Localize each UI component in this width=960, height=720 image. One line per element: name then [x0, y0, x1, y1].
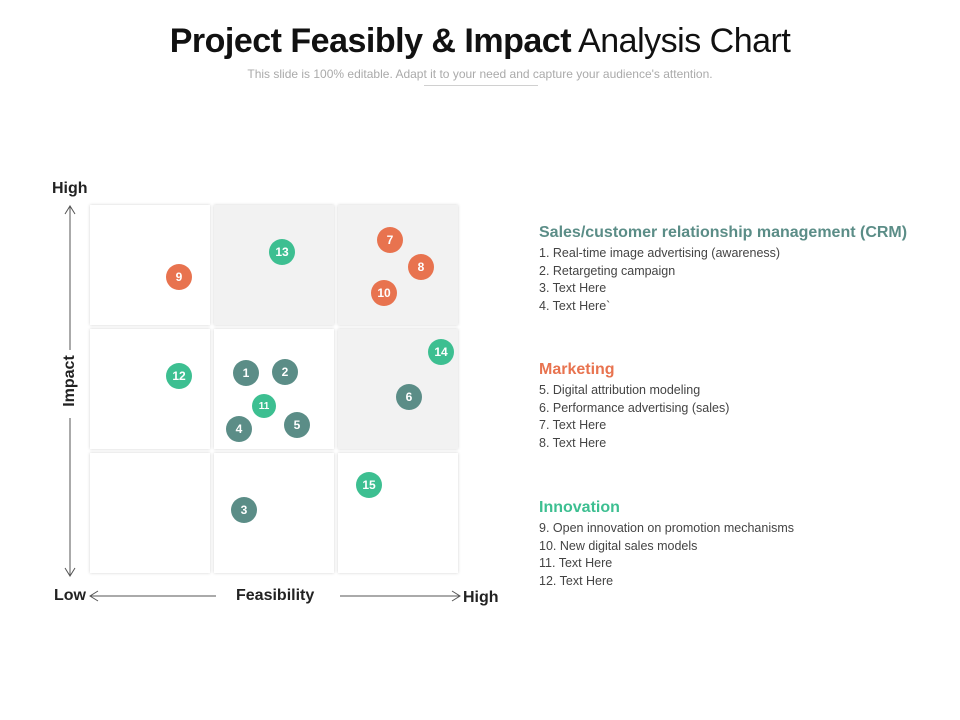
grid-cell-high-low	[338, 453, 458, 573]
legend-item: 12. Text Here	[539, 573, 614, 588]
legend-item: 3. Text Here	[539, 281, 607, 295]
marker-8: 8	[408, 254, 434, 280]
marker-12: 12	[166, 363, 192, 389]
legend-item: 8. Text Here	[539, 435, 607, 450]
legend-innovation: Innovation 9. Open innovation on promoti…	[539, 499, 939, 590]
legend-marketing: Marketing 5. Digital attribution modelin…	[539, 361, 939, 452]
marker-15: 15	[356, 472, 382, 498]
legend-item: 10. New digital sales models	[539, 538, 698, 553]
marker-3: 3	[231, 497, 257, 523]
x-axis-arrowhead-left	[89, 590, 99, 602]
legend-marketing-title: Marketing	[539, 361, 615, 378]
x-axis-low-label: Low	[54, 587, 86, 604]
legend-item: 1. Real-time image advertising (awarenes…	[539, 246, 781, 260]
y-axis-high-label: High	[52, 180, 88, 197]
title-bold: Project Feasibly & Impact	[169, 22, 572, 60]
marker-13: 13	[269, 239, 295, 265]
legend-crm-title: Sales/customer relationship management (…	[539, 224, 908, 241]
subtitle-divider	[424, 85, 538, 86]
page-title: Project Feasibly & Impact Analysis Chart	[0, 22, 960, 61]
marker-4: 4	[226, 416, 252, 442]
grid-cell-low-low	[90, 453, 210, 573]
marker-9: 9	[166, 264, 192, 290]
x-axis-arrowhead-right	[451, 590, 461, 602]
legend-innovation-title: Innovation	[539, 499, 620, 516]
marker-14: 14	[428, 339, 454, 365]
marker-10: 10	[371, 280, 397, 306]
legend-item: 4. Text Here`	[539, 298, 611, 313]
legend-item: 11. Text Here	[539, 556, 613, 570]
legend-item: 9. Open innovation on promotion mechanis…	[539, 521, 795, 535]
legend-item: 5. Digital attribution modeling	[539, 383, 701, 397]
page-subtitle: This slide is 100% editable. Adapt it to…	[247, 67, 713, 81]
y-axis-arrowhead-up	[64, 205, 76, 215]
grid-cell-low-mid	[90, 329, 210, 449]
marker-11: 11	[252, 394, 276, 418]
marker-6: 6	[396, 384, 422, 410]
y-axis-arrowhead-down	[64, 567, 76, 577]
grid-cell-mid-high	[214, 205, 334, 325]
grid-cell-low-high	[90, 205, 210, 325]
marker-7: 7	[377, 227, 403, 253]
grid-cell-high-high	[338, 205, 458, 325]
x-axis-title: Feasibility	[236, 587, 315, 604]
y-axis-title: Impact	[61, 355, 78, 407]
title-light: Analysis Chart	[578, 22, 791, 60]
marker-1: 1	[233, 360, 259, 386]
legend-item: 6. Performance advertising (sales)	[539, 400, 730, 415]
legend-item: 2. Retargeting campaign	[539, 263, 676, 278]
marker-2: 2	[272, 359, 298, 385]
marker-5: 5	[284, 412, 310, 438]
legend-crm: Sales/customer relationship management (…	[539, 224, 939, 315]
x-axis-high-label: High	[463, 589, 499, 606]
legend-item: 7. Text Here	[539, 418, 607, 432]
